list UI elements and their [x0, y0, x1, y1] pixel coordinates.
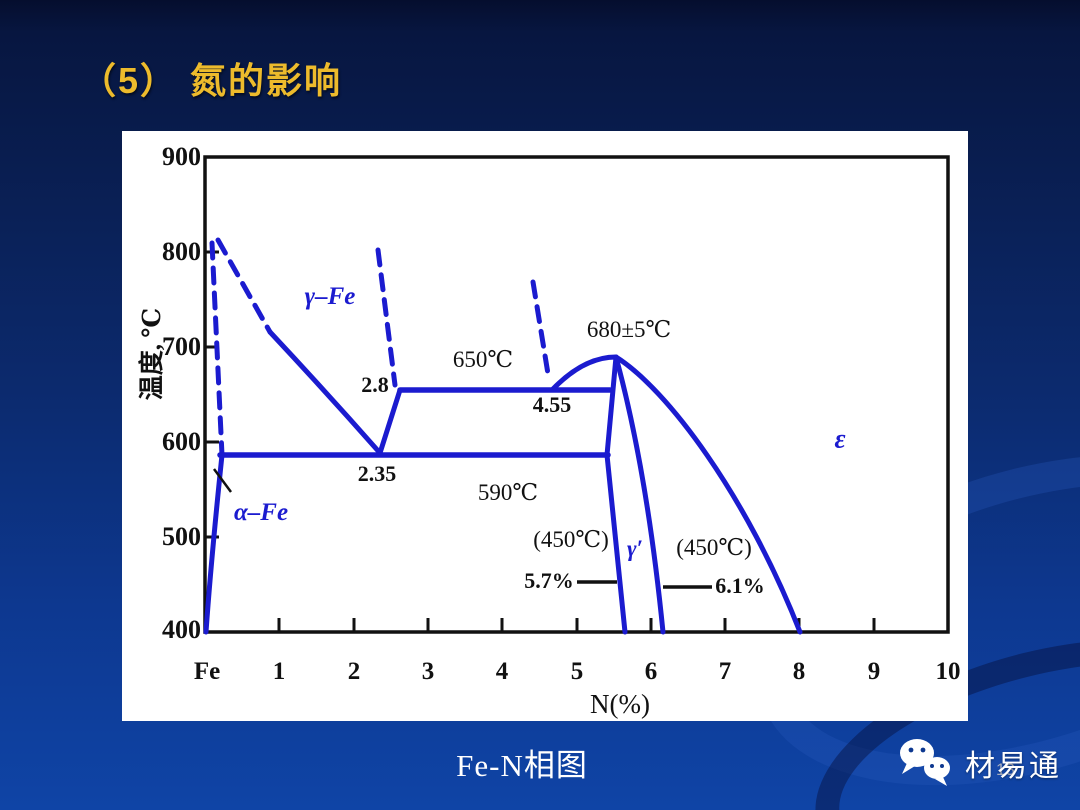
annotation-680C: 680±5℃: [586, 317, 672, 342]
wechat-icon: [900, 739, 950, 786]
x-tick-2: 2: [347, 658, 361, 685]
x-axis-ticks: [277, 618, 876, 632]
dome-left-flank: [550, 354, 619, 392]
y-tick-900: 900: [162, 142, 201, 171]
brand-name: 材易通: [965, 750, 1061, 783]
plot-frame: [203, 155, 950, 634]
gamma-prime-right-boundary: [613, 354, 666, 635]
annotation-450C-left: (450℃): [533, 527, 609, 552]
y-tick-500: 500: [162, 522, 201, 551]
annotation-2-8: 2.8: [361, 372, 389, 397]
annotation-6-1pct: 6.1%: [715, 573, 765, 598]
x-tick-8: 8: [792, 658, 806, 685]
phase-label-epsilon: ε: [834, 423, 846, 454]
x-tick-7: 7: [718, 658, 732, 685]
x-tick-Fe: Fe: [193, 658, 221, 685]
fe-n-phase-diagram-plot: [203, 155, 950, 635]
x-tick-6: 6: [644, 658, 658, 685]
x-tick-5: 5: [570, 658, 584, 685]
phase-label-gamma-prime: γ′: [626, 536, 644, 561]
x-axis-title: N(%): [590, 689, 650, 719]
phase-boundaries: [203, 237, 803, 635]
annotation-pointers: [212, 468, 712, 589]
alpha-solvus-line: [203, 452, 225, 635]
metastable-dashed-2: [530, 279, 552, 383]
x-tick-1: 1: [272, 658, 286, 685]
epsilon-solvus-curve: [613, 354, 803, 635]
x-tick-9: 9: [867, 658, 881, 685]
annotation-450C-right: (450℃): [676, 535, 752, 560]
alpha-gamma-dashed-boundary: [209, 240, 225, 458]
gamma-prime-left-boundary: [604, 354, 628, 635]
annotation-650C: 650℃: [452, 347, 514, 372]
y-tick-700: 700: [162, 332, 201, 361]
annotation-590C: 590℃: [477, 480, 539, 505]
figure-caption: Fe-N相图: [456, 748, 588, 783]
gamma-upper-dashed-boundary: [215, 237, 273, 335]
gamma-upper-solid-boundary: [267, 329, 383, 456]
annotation-5-7pct: 5.7%: [524, 568, 574, 593]
y-tick-600: 600: [162, 427, 201, 456]
gamma-eps-boundary: [377, 387, 403, 456]
metastable-dashed-1: [375, 247, 398, 388]
y-tick-400: 400: [162, 615, 201, 644]
phase-diagram-panel: 900 800 700 600 500 400 Fe 1 2 3 4 5 6 7…: [122, 131, 968, 721]
page-number: 13: [996, 760, 1015, 779]
x-tick-3: 3: [421, 658, 435, 685]
y-axis-title: 温度, ℃: [139, 307, 166, 401]
y-tick-800: 800: [162, 237, 201, 266]
x-tick-4: 4: [495, 658, 509, 685]
slide-title: （5） 氮的影响: [80, 60, 343, 101]
brand-footer: 材易通: [897, 737, 1061, 789]
phase-label-alpha-fe: α–Fe: [233, 499, 289, 526]
alpha-fe-pointer-line: [212, 468, 233, 493]
annotation-2-35: 2.35: [357, 461, 397, 486]
x-tick-10: 10: [935, 658, 961, 685]
annotation-4-55: 4.55: [532, 392, 572, 417]
phase-label-gamma-fe: γ–Fe: [304, 283, 356, 310]
